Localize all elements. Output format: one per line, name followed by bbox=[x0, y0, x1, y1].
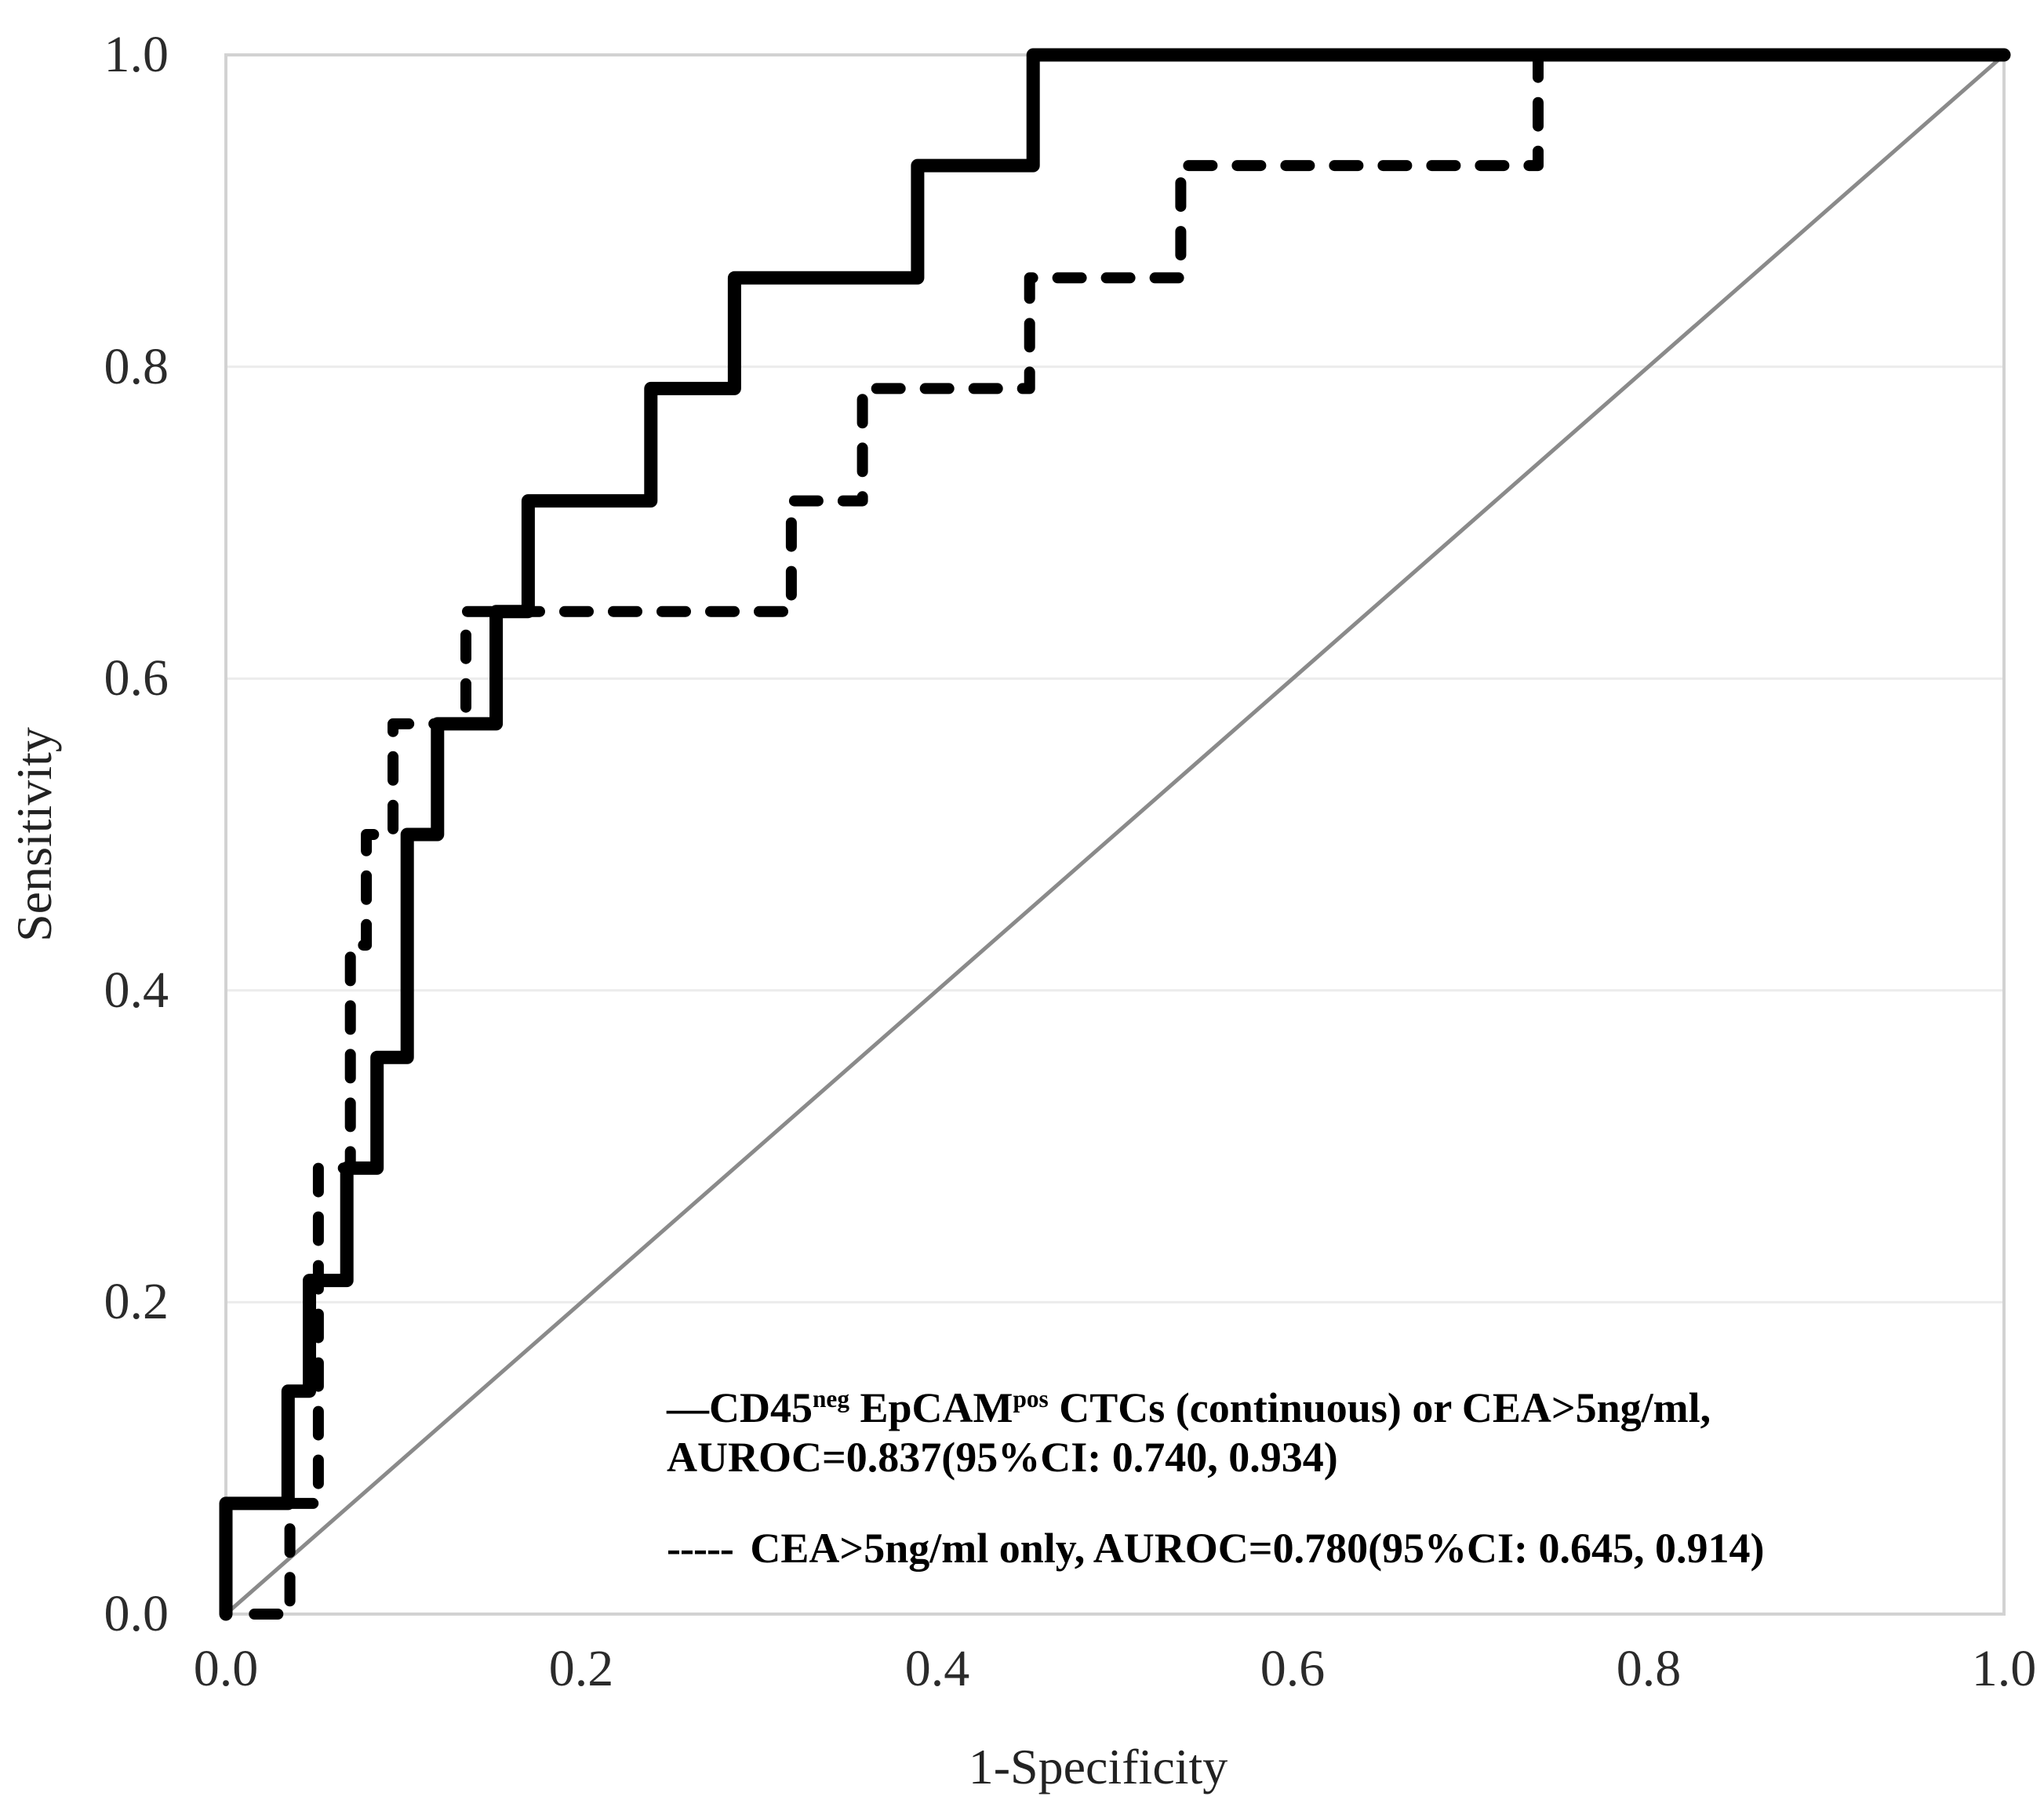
legend-text: CTCs (continuous) or CEA>5ng/ml, bbox=[1048, 1384, 1711, 1431]
y-tick-label: 0.2 bbox=[104, 1273, 169, 1330]
legend-entry-combined: —CD45neg EpCAMpos CTCs (continuous) or C… bbox=[667, 1383, 1890, 1482]
legend-text: CD45 bbox=[709, 1384, 813, 1431]
legend-superscript: pos bbox=[1013, 1385, 1049, 1413]
legend-entry-combined-line2: AUROC=0.837(95%CI: 0.740, 0.934) bbox=[667, 1434, 1338, 1481]
legend-entry-cea-line: ----- CEA>5ng/ml only, AUROC=0.780(95%CI… bbox=[667, 1524, 1890, 1573]
y-tick-label: 0.6 bbox=[104, 649, 169, 707]
legend: —CD45neg EpCAMpos CTCs (continuous) or C… bbox=[667, 1383, 1890, 1573]
solid-line-swatch: — bbox=[667, 1384, 709, 1431]
dashed-line-swatch: ----- bbox=[667, 1525, 734, 1572]
y-tick-label: 1.0 bbox=[104, 26, 169, 83]
roc-curve-dashed bbox=[249, 49, 2009, 1620]
legend-superscript: neg bbox=[813, 1385, 849, 1413]
x-axis-title: 1-Specificity bbox=[968, 1739, 1228, 1794]
y-axis-title: Sensitivity bbox=[6, 727, 62, 942]
x-tick-label: 0.0 bbox=[193, 1640, 259, 1697]
y-tick-label: 0.0 bbox=[104, 1585, 169, 1642]
x-tick-label: 1.0 bbox=[1971, 1640, 2037, 1697]
x-tick-label: 0.4 bbox=[904, 1640, 970, 1697]
legend-text: CEA>5ng/ml only, AUROC=0.780(95%CI: 0.64… bbox=[739, 1525, 1765, 1572]
y-tick-label: 0.4 bbox=[104, 962, 169, 1019]
x-tick-label: 0.8 bbox=[1616, 1640, 1682, 1697]
legend-text: EpCAM bbox=[849, 1384, 1013, 1431]
roc-curve-solid bbox=[219, 48, 2011, 1621]
legend-entry-combined-line1: —CD45neg EpCAMpos CTCs (continuous) or C… bbox=[667, 1383, 1890, 1433]
diagonal-reference-line bbox=[224, 53, 2006, 1616]
y-tick-label: 0.8 bbox=[104, 338, 169, 395]
legend-entry-cea: ----- CEA>5ng/ml only, AUROC=0.780(95%CI… bbox=[667, 1524, 1890, 1573]
x-tick-label: 0.6 bbox=[1260, 1640, 1326, 1697]
x-tick-label: 0.2 bbox=[548, 1640, 614, 1697]
